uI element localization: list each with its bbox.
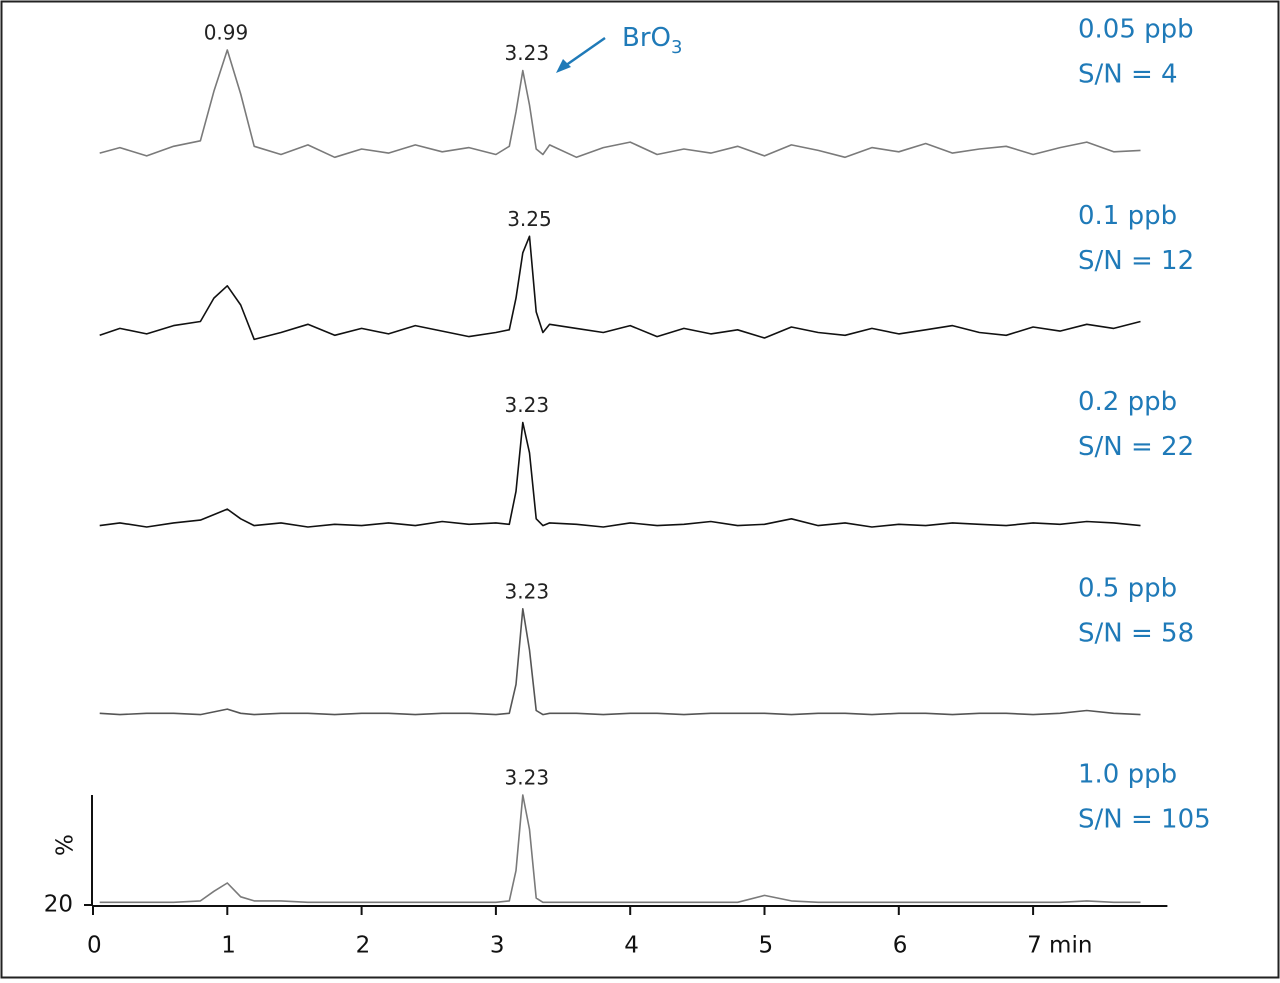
series-name: 0.1 ppb [1078,201,1177,231]
peak-label: 3.23 [505,393,550,417]
x-tick-label: 4 [624,933,639,959]
series-sn: S/N = 4 [1078,60,1178,90]
trace [99,235,1141,341]
x-tick-label: 7 min [1027,933,1092,959]
peak-label: 0.99 [204,21,249,45]
series-name: 1.0 ppb [1078,760,1177,790]
series-sn: S/N = 12 [1078,246,1194,276]
x-tick-label: 5 [759,933,774,959]
annotation-arrowhead [556,59,571,73]
annotation: BrO3 [622,23,682,59]
peak-label: 3.25 [507,207,552,231]
x-tick-label: 6 [893,933,908,959]
series-name: 0.2 ppb [1078,387,1177,417]
trace [99,49,1141,159]
x-tick-label: 0 [87,933,102,959]
x-tick-label: 2 [356,933,371,959]
y-axis-label: % [53,834,79,856]
y-tick-label: 20 [44,892,73,918]
trace [99,794,1141,904]
series-name: 0.05 ppb [1078,15,1194,45]
peak-label: 3.23 [505,766,550,790]
series-sn: S/N = 105 [1078,805,1211,835]
peak-label: 3.23 [505,41,550,65]
x-tick-label: 3 [490,933,505,959]
peak-label: 3.23 [505,579,550,603]
series-name: 0.5 ppb [1078,573,1177,603]
trace [99,608,1141,716]
annotation-arrow [561,36,606,70]
annotation-text: BrO [622,23,671,53]
series-sn: S/N = 22 [1078,432,1194,462]
trace [99,421,1141,528]
x-tick-label: 1 [221,933,236,959]
annotation-subscript: 3 [671,37,682,58]
series-sn: S/N = 58 [1078,618,1194,648]
